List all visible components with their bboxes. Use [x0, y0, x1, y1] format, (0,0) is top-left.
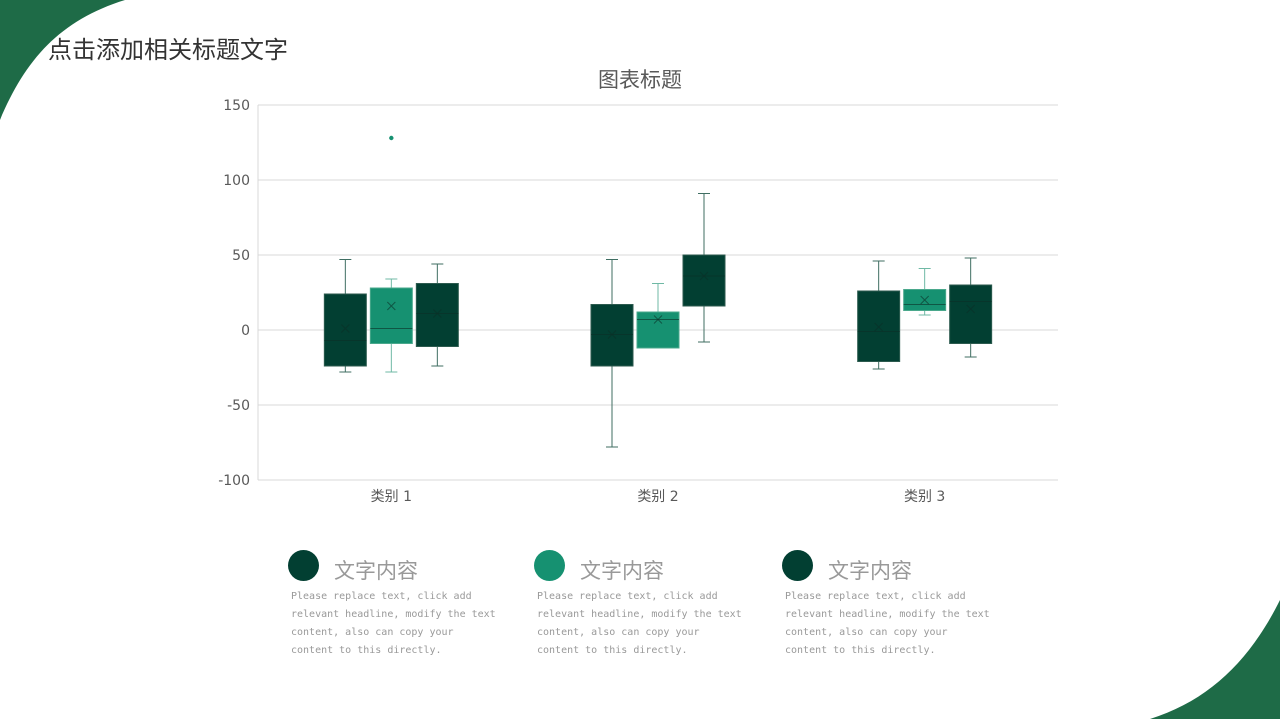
- box-plot-3-category-1: [415, 263, 459, 367]
- box-plot-1-category-2: [590, 259, 634, 448]
- top-left-corner-shape: [0, 0, 125, 120]
- box: [415, 283, 459, 347]
- mean-marker: [386, 301, 396, 311]
- box: [857, 290, 901, 362]
- mean-marker: [920, 295, 930, 305]
- chart-title: 图表标题: [598, 68, 682, 92]
- y-tick-label: 100: [223, 173, 250, 189]
- box-plot-3-category-3: [949, 257, 993, 358]
- card-title: 文字内容: [580, 559, 664, 583]
- mean-marker: [966, 304, 976, 314]
- page-title: 点击添加相关标题文字: [48, 36, 288, 64]
- x-tick-label: 类别 3: [904, 489, 945, 505]
- box: [323, 293, 367, 367]
- box-plot-1-category-3: [857, 260, 901, 370]
- box-plot-1-category-1: [323, 259, 367, 373]
- mean-marker: [699, 271, 709, 281]
- x-tick-label: 类别 1: [371, 489, 412, 505]
- outlier-point: [389, 135, 394, 141]
- card-body: Please replace text, click add relevant …: [537, 591, 742, 656]
- card-dot-icon: [288, 550, 319, 581]
- y-tick-label: 150: [223, 98, 250, 114]
- box-plot-2-category-2: [636, 283, 680, 349]
- box: [636, 311, 680, 349]
- box: [682, 254, 726, 307]
- card-body: Please replace text, click add relevant …: [785, 591, 990, 656]
- box: [590, 304, 634, 367]
- mean-marker: [432, 309, 442, 318]
- bottom-right-corner-shape: [1150, 600, 1280, 719]
- box-plot-2-category-3: [903, 268, 947, 316]
- card-title: 文字内容: [334, 559, 418, 583]
- card-dot-icon: [782, 550, 813, 581]
- mean-marker: [607, 330, 617, 339]
- box: [949, 284, 993, 344]
- y-tick-label: 50: [232, 248, 250, 264]
- mean-marker: [653, 315, 663, 324]
- box-plot-2-category-1: [369, 135, 413, 373]
- mean-marker: [340, 324, 350, 333]
- card-body: Please replace text, click add relevant …: [291, 591, 496, 656]
- x-tick-label: 类别 2: [637, 489, 678, 505]
- box-plot-3-category-2: [682, 193, 726, 343]
- card-dot-icon: [534, 550, 565, 581]
- y-tick-label: 0: [241, 323, 250, 339]
- card-title: 文字内容: [828, 559, 912, 583]
- box: [369, 287, 413, 344]
- y-tick-label: -100: [218, 473, 250, 489]
- mean-marker: [874, 322, 884, 332]
- y-tick-label: -50: [227, 398, 250, 414]
